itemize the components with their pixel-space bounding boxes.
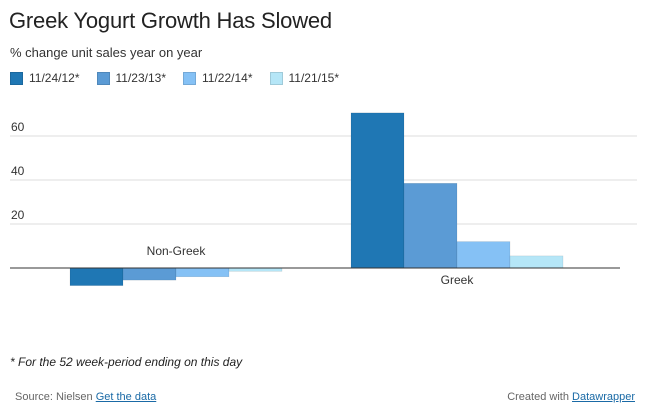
y-tick-label: 40 bbox=[11, 164, 25, 178]
created-label: Created with bbox=[507, 391, 569, 403]
bar bbox=[403, 183, 458, 269]
legend-swatch bbox=[10, 71, 23, 85]
category-label: Greek bbox=[441, 273, 475, 287]
legend-swatch bbox=[183, 71, 196, 85]
legend: 11/24/12* 11/23/13* 11/22/14* 11/21/15* bbox=[10, 71, 356, 85]
legend-label: 11/24/12* bbox=[29, 71, 80, 85]
legend-item: 11/21/15* bbox=[269, 71, 340, 85]
legend-label: 11/23/13* bbox=[115, 71, 167, 85]
created-with: Created with Datawrapper bbox=[507, 391, 635, 403]
source-credit: Source: Nielsen Get the data bbox=[15, 391, 156, 403]
bar bbox=[122, 267, 177, 281]
source-label: Source: Nielsen bbox=[15, 391, 93, 403]
chart-title: Greek Yogurt Growth Has Slowed bbox=[9, 8, 332, 33]
legend-label: 11/21/15* bbox=[288, 71, 340, 85]
category-label: Non-Greek bbox=[147, 244, 207, 258]
y-tick-label: 20 bbox=[11, 208, 25, 222]
footnote: * For the 52 week-period ending on this … bbox=[10, 355, 243, 369]
legend-swatch bbox=[269, 71, 283, 85]
chart-subtitle: % change unit sales year on year bbox=[10, 45, 203, 60]
legend-item: 11/23/13* bbox=[96, 71, 167, 85]
legend-item: 11/22/14* bbox=[183, 71, 253, 85]
bar bbox=[456, 241, 511, 269]
legend-label: 11/22/14* bbox=[202, 71, 253, 85]
y-tick-label: 60 bbox=[11, 120, 25, 134]
get-data-link[interactable]: Get the data bbox=[95, 391, 157, 403]
bar bbox=[175, 267, 230, 278]
datawrapper-link[interactable]: Datawrapper bbox=[572, 391, 635, 403]
bar bbox=[350, 112, 405, 269]
legend-item: 11/24/12* bbox=[10, 71, 80, 85]
bar bbox=[509, 255, 564, 269]
legend-swatch bbox=[96, 71, 110, 85]
bar bbox=[69, 267, 124, 286]
